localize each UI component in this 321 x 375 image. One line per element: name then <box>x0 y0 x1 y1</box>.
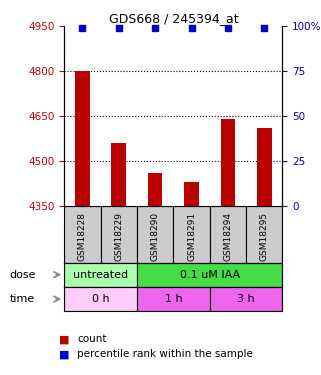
Bar <box>137 287 210 311</box>
Bar <box>221 119 235 206</box>
Text: GSM18294: GSM18294 <box>223 212 232 261</box>
Bar <box>137 206 173 262</box>
Bar <box>64 287 137 311</box>
Text: 3 h: 3 h <box>237 294 255 304</box>
Text: GSM18228: GSM18228 <box>78 212 87 261</box>
Bar <box>64 206 100 262</box>
Text: GSM18291: GSM18291 <box>187 212 196 261</box>
Bar <box>100 206 137 262</box>
Bar <box>137 262 282 287</box>
Text: GSM18229: GSM18229 <box>114 212 123 261</box>
Text: GSM18295: GSM18295 <box>260 212 269 261</box>
Bar <box>148 173 162 206</box>
Text: time: time <box>10 294 35 304</box>
Text: 0 h: 0 h <box>92 294 109 304</box>
Text: percentile rank within the sample: percentile rank within the sample <box>77 350 253 359</box>
Bar <box>210 206 246 262</box>
Bar <box>184 182 199 206</box>
Text: 0.1 uM IAA: 0.1 uM IAA <box>180 270 240 280</box>
Text: dose: dose <box>10 270 36 280</box>
Bar <box>257 128 272 206</box>
Text: untreated: untreated <box>73 270 128 280</box>
Bar <box>173 206 210 262</box>
Bar <box>75 71 90 206</box>
Bar <box>111 143 126 206</box>
Text: ■: ■ <box>59 334 69 344</box>
Bar <box>246 206 282 262</box>
Text: GSM18290: GSM18290 <box>151 212 160 261</box>
Bar <box>210 287 282 311</box>
Text: 1 h: 1 h <box>165 294 182 304</box>
Text: count: count <box>77 334 107 344</box>
Bar <box>64 262 137 287</box>
Title: GDS668 / 245394_at: GDS668 / 245394_at <box>108 12 238 25</box>
Text: ■: ■ <box>59 350 69 359</box>
